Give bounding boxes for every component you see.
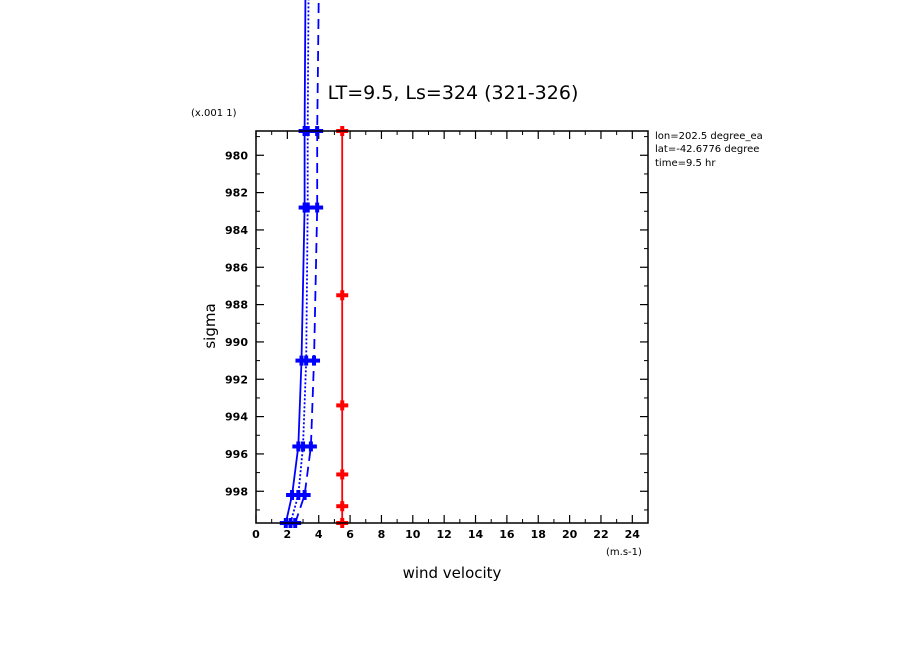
x-tick-label: 2	[284, 528, 292, 541]
x-tick-label: 12	[437, 528, 452, 541]
x-tick-label: 22	[593, 528, 608, 541]
series-layer	[279, 0, 349, 528]
x-tick-label: 14	[468, 528, 484, 541]
y-tick-label: 990	[225, 336, 248, 349]
y-tick-label: 998	[225, 485, 248, 498]
x-tick-label: 6	[346, 528, 354, 541]
info-lon: lon=202.5 degree_ea	[655, 131, 763, 142]
x-tick-label: 18	[531, 528, 546, 541]
x-tick-label: 20	[562, 528, 578, 541]
y-tick-label: 992	[225, 373, 248, 386]
series-4-marker	[336, 501, 349, 512]
x-tick-label: 8	[378, 528, 386, 541]
x-tick-label: 10	[405, 528, 421, 541]
y-tick-label: 986	[225, 261, 248, 274]
y-scale-label: (x.001 1)	[191, 108, 237, 119]
y-tick-label: 982	[225, 187, 248, 200]
x-axis-label: wind velocity	[403, 564, 502, 582]
info-time: time=9.5 hr	[655, 158, 716, 169]
series-4-marker	[336, 290, 349, 301]
series-3-marker	[311, 202, 324, 213]
x-tick-label: 0	[252, 528, 260, 541]
x-tick-label: 16	[499, 528, 515, 541]
y-tick-label: 984	[225, 224, 248, 237]
y-axis-label: sigma	[201, 303, 219, 348]
y-tick-label: 988	[225, 299, 248, 312]
x-tick-label: 4	[315, 528, 323, 541]
series-3-marker	[304, 441, 317, 452]
plot-frame	[255, 130, 649, 524]
series-4-marker	[336, 469, 349, 480]
x-unit-label: (m.s-1)	[606, 547, 642, 558]
series-3-marker	[298, 490, 311, 500]
y-tick-label: 980	[225, 149, 248, 162]
y-tick-label: 996	[225, 448, 248, 461]
info-lat: lat=-42.6776 degree	[655, 144, 759, 155]
series-3-marker	[308, 355, 321, 366]
series-4-marker	[336, 400, 349, 411]
y-tick-label: 994	[225, 411, 248, 424]
x-tick-label: 24	[625, 528, 641, 541]
chart-title: LT=9.5, Ls=324 (321-326)	[328, 82, 579, 104]
axis-ticks: 0 2 4 6 8 10 12 14 16 18 20 22 249809829849869889909…	[225, 131, 649, 541]
